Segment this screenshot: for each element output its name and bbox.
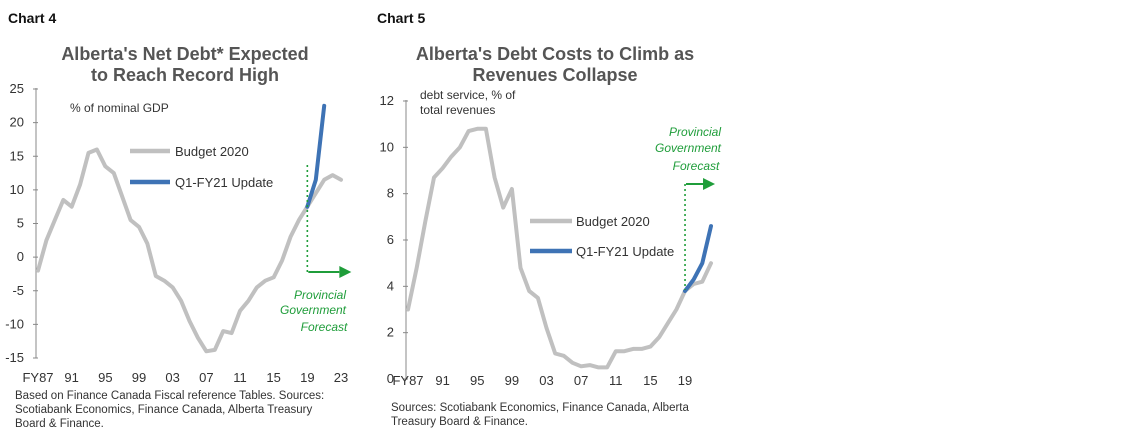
legend-label-budget: Budget 2020 — [175, 144, 249, 159]
y-tick-label: 10 — [380, 139, 394, 154]
x-tick-label: 95 — [470, 373, 484, 388]
y-tick-label: 4 — [387, 278, 394, 293]
x-tick-label: 95 — [98, 370, 112, 385]
y-tick-label: 2 — [387, 325, 394, 340]
chart-number: Chart 4 — [8, 10, 57, 26]
legend-label-budget: Budget 2020 — [576, 214, 650, 229]
y-tick-label: -15 — [5, 350, 24, 365]
x-tick-label: 99 — [132, 370, 146, 385]
unit-label-line-1: debt service, % of — [420, 88, 516, 102]
x-tick-label: 03 — [165, 370, 179, 385]
x-tick-label: FY87 — [392, 373, 423, 388]
source-note: Based on Finance Canada Fiscal reference… — [15, 390, 325, 430]
chart-title: Alberta's Net Debt* Expected to Reach Re… — [0, 44, 370, 86]
series-line-budget-2020 — [36, 147, 343, 354]
series-line-q1-fy21-update — [305, 103, 327, 209]
forecast-label-line-1: Provincial — [669, 125, 721, 139]
x-tick-label: FY87 — [22, 370, 53, 385]
x-tick-label: 11 — [233, 370, 247, 385]
legend-label-update: Q1-FY21 Update — [576, 244, 674, 259]
x-tick-label: 15 — [266, 370, 280, 385]
y-tick-label: 8 — [387, 186, 394, 201]
chart-title-line-1: Alberta's Net Debt* Expected — [61, 44, 309, 64]
series-line-budget-2020 — [406, 126, 713, 370]
x-tick-label: 03 — [539, 373, 553, 388]
legend-label-update: Q1-FY21 Update — [175, 175, 273, 190]
source-note: Sources: Scotiabank Economics, Finance C… — [391, 402, 689, 428]
chart-title-line-1: Alberta's Debt Costs to Climb as — [415, 44, 695, 64]
x-tick-label: 07 — [574, 373, 588, 388]
forecast-arrow-icon — [339, 266, 352, 278]
y-tick-label: 15 — [10, 148, 24, 163]
y-tick-label: 12 — [380, 93, 394, 108]
y-tick-label: -5 — [12, 283, 24, 298]
x-tick-label: 19 — [300, 370, 314, 385]
y-tick-label: 25 — [10, 81, 24, 96]
chart-5-panel: Chart 5 Alberta's Debt Costs to Climb as… — [370, 0, 740, 444]
series-line-q1-fy21-update — [683, 224, 713, 293]
chart-title-line-2: Revenues Collapse — [472, 65, 638, 85]
x-tick-label: 99 — [505, 373, 519, 388]
forecast-arrow-icon — [703, 178, 716, 190]
x-tick-label: 11 — [609, 373, 623, 388]
y-tick-label: 0 — [387, 371, 394, 386]
chart-title-line-2: to Reach Record High — [90, 65, 280, 85]
y-tick-label: 6 — [387, 232, 394, 247]
chart-4-panel: Chart 4 Alberta's Net Debt* Expected to … — [0, 0, 370, 444]
x-tick-label: 19 — [678, 373, 692, 388]
x-tick-label: 07 — [199, 370, 213, 385]
x-tick-label: 15 — [643, 373, 657, 388]
unit-label: % of nominal GDP — [70, 101, 169, 115]
forecast-label-line-1: Provincial — [294, 288, 346, 302]
y-tick-label: 20 — [10, 115, 24, 130]
x-tick-label: 91 — [64, 370, 78, 385]
x-tick-label: 91 — [435, 373, 449, 388]
y-tick-label: 5 — [17, 216, 24, 231]
y-tick-label: 10 — [10, 182, 24, 197]
chart-number: Chart 5 — [377, 10, 426, 26]
forecast-label-line-3: Forecast — [301, 320, 348, 334]
x-tick-label: 23 — [334, 370, 348, 385]
chart-title: Alberta's Debt Costs to Climb as Revenue… — [370, 44, 740, 86]
chart-4-plot: 25 20 15 10 5 0 -5 -10 -15 FY87 91 95 99 03 07 11 15 19 2… — [5, 81, 352, 385]
forecast-label-line-2: Government — [280, 303, 347, 317]
y-tick-label: 0 — [17, 249, 24, 264]
forecast-label-line-3: Forecast — [673, 159, 720, 173]
forecast-label-line-2: Government — [655, 141, 722, 155]
y-tick-label: -10 — [5, 316, 24, 331]
chart-5-plot: 12 10 8 6 4 2 0 FY87 91 95 99 03 07 11 15 19 debt serv… — [380, 88, 722, 388]
unit-label-line-2: total revenues — [420, 103, 495, 117]
